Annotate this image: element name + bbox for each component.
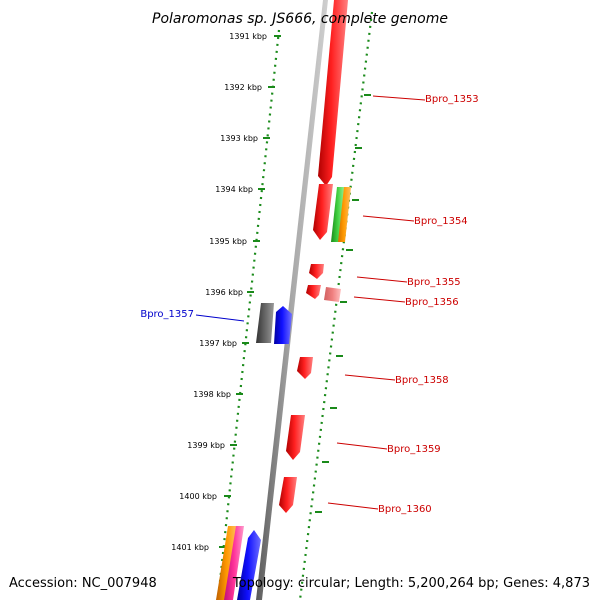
label-bpro-1357[interactable]: Bpro_1357 bbox=[140, 309, 194, 320]
gene-bpro-1358[interactable] bbox=[297, 357, 313, 379]
gene-bpro-1355[interactable] bbox=[309, 264, 324, 279]
genome-summary-text: Topology: circular; Length: 5,200,264 bp… bbox=[232, 576, 590, 591]
outer-ruler-ticks bbox=[315, 94, 371, 513]
tick-label-1392: 1392 kbp bbox=[224, 83, 262, 92]
genome-backbone bbox=[256, 0, 328, 600]
label-bpro-1359[interactable]: Bpro_1359 bbox=[387, 444, 441, 455]
tick-label-1391: 1391 kbp bbox=[229, 32, 267, 41]
label-bpro-1358[interactable]: Bpro_1358 bbox=[395, 375, 449, 386]
gene-bpro-1360[interactable] bbox=[279, 477, 297, 513]
gene-orange-1[interactable] bbox=[336, 187, 351, 242]
leader-lines-forward bbox=[327, 95, 426, 510]
tick-label-1401: 1401 kbp bbox=[171, 543, 209, 552]
gene-green-1[interactable] bbox=[331, 187, 344, 242]
gene-gray-1[interactable] bbox=[256, 303, 274, 343]
gene-orange-2[interactable] bbox=[216, 526, 237, 600]
gene-bpro-1353[interactable] bbox=[318, 0, 348, 186]
gene-bpro-1356-b[interactable] bbox=[324, 287, 341, 302]
label-bpro-1354[interactable]: Bpro_1354 bbox=[414, 216, 468, 227]
gene-bpro-1356-a[interactable] bbox=[306, 285, 321, 299]
label-bpro-1356[interactable]: Bpro_1356 bbox=[405, 297, 459, 308]
map-title: Polaromonas sp. JS666, complete genome bbox=[152, 11, 448, 27]
tick-label-1394: 1394 kbp bbox=[215, 185, 253, 194]
ruler-outer bbox=[298, 11, 374, 600]
label-bpro-1353[interactable]: Bpro_1353 bbox=[425, 94, 479, 105]
tick-label-1397: 1397 kbp bbox=[199, 339, 237, 348]
gene-bpro-1357[interactable] bbox=[274, 306, 292, 344]
tick-label-1399: 1399 kbp bbox=[187, 441, 225, 450]
kbp-tick-marks bbox=[219, 35, 281, 548]
accession-text: Accession: NC_007948 bbox=[9, 576, 157, 591]
gene-bpro-1354[interactable] bbox=[313, 184, 333, 240]
tick-label-1395: 1395 kbp bbox=[209, 237, 247, 246]
label-bpro-1355[interactable]: Bpro_1355 bbox=[407, 277, 461, 288]
gene-bpro-1359[interactable] bbox=[286, 415, 305, 460]
tick-label-1393: 1393 kbp bbox=[220, 134, 258, 143]
label-bpro-1360[interactable]: Bpro_1360 bbox=[378, 504, 432, 515]
leader-lines-reverse bbox=[195, 314, 245, 322]
tick-label-1400: 1400 kbp bbox=[179, 492, 217, 501]
tick-label-1398: 1398 kbp bbox=[193, 390, 231, 399]
gene-magenta-1[interactable] bbox=[224, 526, 244, 600]
ruler-inner bbox=[216, 29, 281, 600]
tick-label-1396: 1396 kbp bbox=[205, 288, 243, 297]
gene-blue-2[interactable] bbox=[237, 530, 261, 600]
